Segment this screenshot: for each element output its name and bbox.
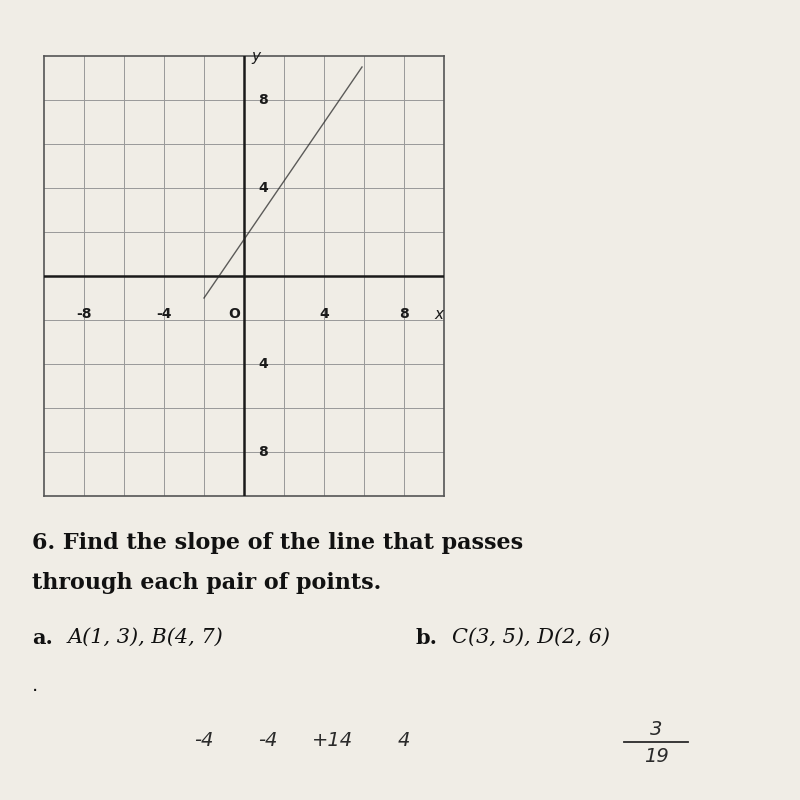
Text: 8: 8: [258, 445, 268, 459]
Text: through each pair of points.: through each pair of points.: [32, 572, 382, 594]
Text: +14: +14: [311, 730, 353, 750]
Text: b.: b.: [416, 628, 438, 648]
Text: 19: 19: [644, 746, 668, 766]
Text: -8: -8: [76, 306, 92, 321]
Text: 8: 8: [258, 93, 268, 107]
Text: A(1, 3), B(4, 7): A(1, 3), B(4, 7): [68, 628, 224, 647]
Text: a.: a.: [32, 628, 53, 648]
Text: C(3, 5), D(2, 6): C(3, 5), D(2, 6): [452, 628, 610, 647]
Text: 4: 4: [319, 306, 329, 321]
Text: 4: 4: [398, 730, 410, 750]
Text: 6. Find the slope of the line that passes: 6. Find the slope of the line that passe…: [32, 532, 523, 554]
Text: x: x: [434, 306, 443, 322]
Text: -4: -4: [156, 306, 172, 321]
Text: 3: 3: [650, 720, 662, 739]
Text: -4: -4: [194, 730, 214, 750]
Text: y: y: [251, 49, 261, 63]
Text: 4: 4: [258, 181, 268, 195]
Text: 8: 8: [399, 306, 409, 321]
Text: O: O: [228, 306, 240, 321]
Text: .: .: [32, 676, 38, 695]
Text: 4: 4: [258, 357, 268, 371]
Text: -4: -4: [258, 730, 278, 750]
